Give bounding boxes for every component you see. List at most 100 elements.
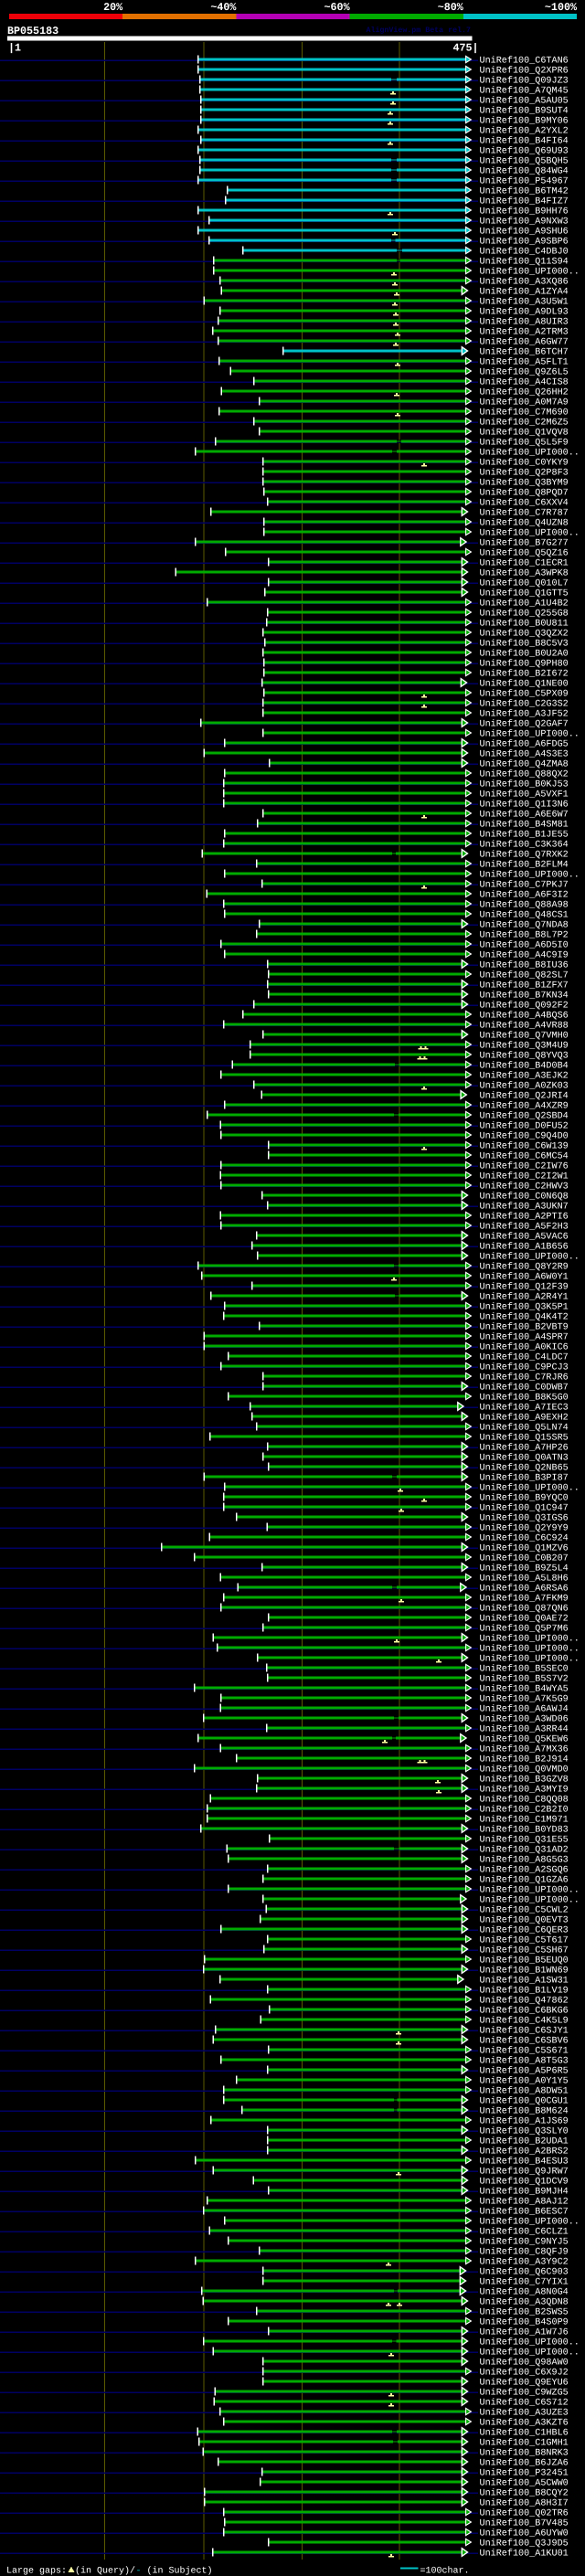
svg-text:UniRef100_Q02TR6: UniRef100_Q02TR6: [480, 2508, 569, 2519]
svg-text:UniRef100_Q3IGS6: UniRef100_Q3IGS6: [480, 1513, 569, 1524]
svg-text:UniRef100_A8H3I7: UniRef100_A8H3I7: [480, 2498, 569, 2509]
svg-text:UniRef100_Q1GTT5: UniRef100_Q1GTT5: [480, 588, 569, 599]
svg-text:UniRef100_C6X9J2: UniRef100_C6X9J2: [480, 2368, 569, 2379]
svg-text:UniRef100_C2IW76: UniRef100_C2IW76: [480, 1161, 569, 1172]
svg-text:UniRef100_UPI000..: UniRef100_UPI000..: [480, 729, 580, 740]
svg-text:UniRef100_Q5P7M6: UniRef100_Q5P7M6: [480, 1624, 569, 1635]
svg-text:UniRef100_A3RR44: UniRef100_A3RR44: [480, 1724, 569, 1735]
svg-text:UniRef100_C5SH67: UniRef100_C5SH67: [480, 1945, 569, 1956]
svg-text:UniRef100_Q12F39: UniRef100_Q12F39: [480, 1282, 569, 1293]
svg-text:UniRef100_A3Y9C2: UniRef100_A3Y9C2: [480, 2257, 569, 2268]
svg-text:UniRef100_C0N6Q8: UniRef100_C0N6Q8: [480, 1192, 569, 1203]
svg-text:UniRef100_C1ECR1: UniRef100_C1ECR1: [480, 558, 569, 569]
svg-text:UniRef100_Q0AE72: UniRef100_Q0AE72: [480, 1614, 569, 1625]
svg-text:UniRef100_A3XQ86: UniRef100_A3XQ86: [480, 277, 569, 288]
svg-text:UniRef100_A4CIS8: UniRef100_A4CIS8: [480, 377, 569, 388]
svg-text:UniRef100_A1U4B2: UniRef100_A1U4B2: [480, 599, 569, 610]
svg-text:UniRef100_Q98AW0: UniRef100_Q98AW0: [480, 2358, 569, 2369]
svg-text:UniRef100_UPI000..: UniRef100_UPI000..: [480, 1885, 580, 1896]
svg-text:UniRef100_A6RSA6: UniRef100_A6RSA6: [480, 1584, 569, 1595]
svg-text:UniRef100_Q3J9D5: UniRef100_Q3J9D5: [480, 2539, 569, 2549]
svg-text:UniRef100_A8UIR3: UniRef100_A8UIR3: [480, 317, 569, 328]
svg-text:UniRef100_A1W7J6: UniRef100_A1W7J6: [480, 2327, 569, 2338]
svg-text:UniRef100_C6TAN6: UniRef100_C6TAN6: [480, 56, 569, 67]
svg-text:UniRef100_Q255G8: UniRef100_Q255G8: [480, 609, 569, 620]
svg-text:UniRef100_B8NRK3: UniRef100_B8NRK3: [480, 2448, 569, 2459]
svg-text:UniRef100_C1GMH1: UniRef100_C1GMH1: [480, 2438, 569, 2449]
svg-text:UniRef100_C0DWB7: UniRef100_C0DWB7: [480, 1383, 569, 1394]
svg-text:UniRef100_C1M971: UniRef100_C1M971: [480, 1815, 569, 1826]
svg-text:UniRef100_Q5QZ16: UniRef100_Q5QZ16: [480, 548, 569, 559]
svg-text:UniRef100_UPI000..: UniRef100_UPI000..: [480, 2217, 580, 2228]
svg-text:UniRef100_Q48CS1: UniRef100_Q48CS1: [480, 910, 569, 921]
svg-text:UniRef100_C5S671: UniRef100_C5S671: [480, 2046, 569, 2057]
svg-text:UniRef100_A8AJ12: UniRef100_A8AJ12: [480, 2197, 569, 2208]
svg-text:UniRef100_A2R4Y1: UniRef100_A2R4Y1: [480, 1292, 569, 1303]
svg-text:UniRef100_C9NYJ5: UniRef100_C9NYJ5: [480, 2237, 569, 2248]
svg-text:UniRef100_A1B656: UniRef100_A1B656: [480, 1242, 569, 1253]
svg-text:UniRef100_Q3K5P1: UniRef100_Q3K5P1: [480, 1302, 569, 1313]
svg-text:UniRef100_Q31AD2: UniRef100_Q31AD2: [480, 1845, 569, 1856]
svg-text:UniRef100_B0KJ53: UniRef100_B0KJ53: [480, 779, 569, 790]
svg-text:UniRef100_B0U2A0: UniRef100_B0U2A0: [480, 649, 569, 660]
svg-text:UniRef100_A4VR88: UniRef100_A4VR88: [480, 1021, 569, 1032]
svg-text:UniRef100_C8QFJ9: UniRef100_C8QFJ9: [480, 2247, 569, 2258]
svg-text:UniRef100_Q1MZV6: UniRef100_Q1MZV6: [480, 1543, 569, 1554]
svg-text:~80%: ~80%: [438, 1, 464, 14]
svg-text:UniRef100_B4FI64: UniRef100_B4FI64: [480, 136, 569, 147]
svg-text:UniRef100_B0YD83: UniRef100_B0YD83: [480, 1825, 569, 1836]
svg-text:UniRef100_C6XXV4: UniRef100_C6XXV4: [480, 498, 569, 509]
svg-text:UniRef100_Q4K4T2: UniRef100_Q4K4T2: [480, 1312, 569, 1323]
svg-text:UniRef100_C9WZG5: UniRef100_C9WZG5: [480, 2388, 569, 2399]
svg-text:UniRef100_A5AU05: UniRef100_A5AU05: [480, 96, 569, 107]
svg-text:UniRef100_A4C9I9: UniRef100_A4C9I9: [480, 950, 569, 961]
svg-text:UniRef100_Q82SL7: UniRef100_Q82SL7: [480, 970, 569, 981]
svg-text:UniRef100_A3MYI9: UniRef100_A3MYI9: [480, 1785, 569, 1796]
svg-text:UniRef100_A6UYW0: UniRef100_A6UYW0: [480, 2528, 569, 2539]
svg-text:UniRef100_Q8Y2R9: UniRef100_Q8Y2R9: [480, 1262, 569, 1273]
svg-text:UniRef100_Q1NE00: UniRef100_Q1NE00: [480, 679, 569, 690]
svg-text:UniRef100_C6SJY1: UniRef100_C6SJY1: [480, 2026, 569, 2037]
svg-text:UniRef100_Q26HH2: UniRef100_Q26HH2: [480, 387, 569, 398]
svg-text:UniRef100_B7V485: UniRef100_B7V485: [480, 2518, 569, 2529]
svg-text:UniRef100_Q5L5F9: UniRef100_Q5L5F9: [480, 438, 569, 449]
svg-text:UniRef100_C2G3S2: UniRef100_C2G3S2: [480, 699, 569, 710]
svg-text:UniRef100_A6AWJ4: UniRef100_A6AWJ4: [480, 1704, 569, 1715]
svg-text:UniRef100_C0YKY9: UniRef100_C0YKY9: [480, 458, 569, 469]
svg-text:Large gaps:: Large gaps:: [6, 2567, 67, 2576]
svg-text:UniRef100_C6SBV6: UniRef100_C6SBV6: [480, 2036, 569, 2047]
svg-text:UniRef100_C6BKG6: UniRef100_C6BKG6: [480, 2006, 569, 2017]
svg-text:UniRef100_A3KZT6: UniRef100_A3KZT6: [480, 2418, 569, 2429]
svg-text:UniRef100_C6QER3: UniRef100_C6QER3: [480, 1925, 569, 1936]
svg-text:UniRef100_UPI000..: UniRef100_UPI000..: [480, 1252, 580, 1263]
svg-text:UniRef100_Q9PH80: UniRef100_Q9PH80: [480, 659, 569, 670]
svg-text:UniRef100_B4FIZ7: UniRef100_B4FIZ7: [480, 196, 569, 207]
svg-text:UniRef100_A4SPR7: UniRef100_A4SPR7: [480, 1332, 569, 1343]
svg-text:UniRef100_A5VAC6: UniRef100_A5VAC6: [480, 1232, 569, 1243]
svg-text:UniRef100_Q87QN6: UniRef100_Q87QN6: [480, 1604, 569, 1615]
svg-text:UniRef100_Q9JRW7: UniRef100_Q9JRW7: [480, 2167, 569, 2178]
svg-text:~40%: ~40%: [210, 1, 237, 14]
svg-text:UniRef100_Q9Z6L5: UniRef100_Q9Z6L5: [480, 367, 569, 378]
svg-text:UniRef100_Q2XPR6: UniRef100_Q2XPR6: [480, 66, 569, 77]
svg-text:UniRef100_B9HH76: UniRef100_B9HH76: [480, 207, 569, 217]
svg-text:UniRef100_B6JZA6: UniRef100_B6JZA6: [480, 2458, 569, 2469]
svg-text:UniRef100_B4ESU3: UniRef100_B4ESU3: [480, 2157, 569, 2168]
svg-text:UniRef100_A7QM45: UniRef100_A7QM45: [480, 86, 569, 97]
svg-text:UniRef100_UPI000..: UniRef100_UPI000..: [480, 2348, 580, 2359]
svg-text:UniRef100_Q69U93: UniRef100_Q69U93: [480, 146, 569, 157]
svg-text:UniRef100_C2I2W1: UniRef100_C2I2W1: [480, 1171, 569, 1182]
svg-text:UniRef100_A3WPK8: UniRef100_A3WPK8: [480, 568, 569, 579]
svg-text:UniRef100_A8DW51: UniRef100_A8DW51: [480, 2086, 569, 2097]
svg-text:UniRef100_B7KN34: UniRef100_B7KN34: [480, 991, 569, 1002]
svg-text:UniRef100_A2BRS2: UniRef100_A2BRS2: [480, 2147, 569, 2157]
svg-text:UniRef100_B8M624: UniRef100_B8M624: [480, 2106, 569, 2117]
svg-text:UniRef100_B9YQC0: UniRef100_B9YQC0: [480, 1493, 569, 1504]
svg-text:UniRef100_B6ESC7: UniRef100_B6ESC7: [480, 2207, 569, 2218]
svg-text:UniRef100_B7G277: UniRef100_B7G277: [480, 538, 569, 549]
svg-text:UniRef100_Q092F2: UniRef100_Q092F2: [480, 1001, 569, 1012]
svg-text:AlignView.pm Beta rel.7: AlignView.pm Beta rel.7: [367, 26, 472, 35]
svg-text:UniRef100_A2SGQ6: UniRef100_A2SGQ6: [480, 1865, 569, 1876]
svg-text:UniRef100_A9NXW3: UniRef100_A9NXW3: [480, 217, 569, 228]
svg-text:UniRef100_A3WD06: UniRef100_A3WD06: [480, 1714, 569, 1725]
